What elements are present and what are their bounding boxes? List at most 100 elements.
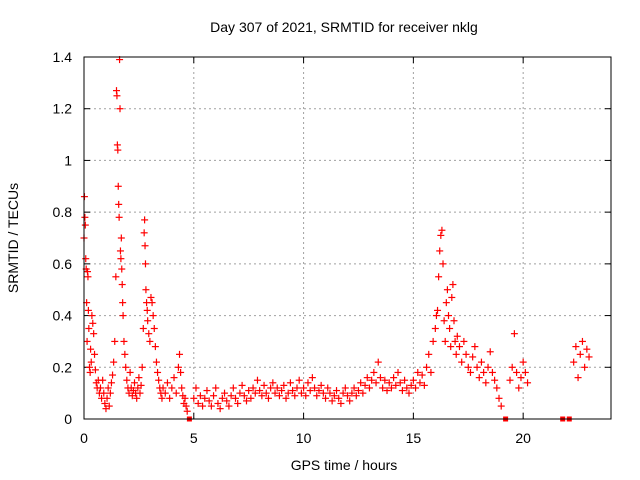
data-point bbox=[297, 389, 305, 397]
data-point bbox=[466, 368, 474, 376]
data-point bbox=[152, 358, 160, 366]
data-point bbox=[147, 293, 155, 301]
data-point bbox=[84, 306, 92, 314]
data-point bbox=[337, 399, 345, 407]
data-point bbox=[183, 407, 191, 415]
data-point bbox=[453, 332, 461, 340]
data-point bbox=[311, 384, 319, 392]
data-point bbox=[275, 392, 283, 400]
data-point bbox=[182, 402, 190, 410]
data-point bbox=[96, 384, 104, 392]
data-point bbox=[221, 389, 229, 397]
data-point bbox=[151, 343, 159, 351]
data-point bbox=[403, 384, 411, 392]
data-point bbox=[126, 368, 134, 376]
data-point bbox=[83, 337, 91, 345]
data-point bbox=[223, 397, 231, 405]
data-point bbox=[141, 216, 149, 224]
data-point bbox=[293, 384, 301, 392]
data-point bbox=[335, 394, 343, 402]
data-point bbox=[119, 312, 127, 320]
data-point bbox=[137, 381, 145, 389]
y-tick-label: 0.6 bbox=[53, 256, 73, 272]
data-point bbox=[326, 389, 334, 397]
data-point bbox=[438, 226, 446, 234]
data-point bbox=[484, 363, 492, 371]
data-point bbox=[138, 363, 146, 371]
data-point bbox=[154, 368, 162, 376]
data-point bbox=[435, 273, 443, 281]
data-point bbox=[341, 384, 349, 392]
data-point bbox=[513, 368, 521, 376]
y-tick-label: 1.2 bbox=[53, 101, 73, 117]
data-point bbox=[118, 265, 126, 273]
x-tick-label: 15 bbox=[406, 430, 422, 446]
data-point bbox=[123, 376, 131, 384]
data-point bbox=[330, 392, 338, 400]
data-point bbox=[234, 399, 242, 407]
data-point bbox=[196, 392, 204, 400]
data-point bbox=[469, 353, 477, 361]
data-point bbox=[260, 381, 268, 389]
data-point bbox=[117, 255, 125, 263]
data-point bbox=[581, 363, 589, 371]
data-point bbox=[405, 389, 413, 397]
data-point bbox=[84, 273, 92, 281]
data-point bbox=[450, 317, 458, 325]
data-point bbox=[401, 376, 409, 384]
data-point bbox=[172, 389, 180, 397]
data-point bbox=[359, 389, 367, 397]
data-point bbox=[135, 374, 143, 382]
data-point bbox=[385, 379, 393, 387]
data-point bbox=[574, 374, 582, 382]
data-point bbox=[583, 345, 591, 353]
data-point bbox=[115, 213, 123, 221]
data-point bbox=[174, 363, 182, 371]
data-point bbox=[339, 389, 347, 397]
data-point bbox=[178, 384, 186, 392]
data-point bbox=[158, 394, 166, 402]
data-point bbox=[111, 337, 119, 345]
data-point bbox=[495, 394, 503, 402]
data-point bbox=[218, 394, 226, 402]
data-point bbox=[488, 368, 496, 376]
data-point bbox=[245, 387, 253, 395]
data-point bbox=[508, 363, 516, 371]
data-point bbox=[258, 392, 266, 400]
data-point bbox=[578, 337, 586, 345]
data-point bbox=[116, 247, 124, 255]
data-point bbox=[232, 394, 240, 402]
data-point bbox=[143, 306, 151, 314]
data-point bbox=[449, 281, 457, 289]
data-point bbox=[473, 363, 481, 371]
data-point bbox=[346, 397, 354, 405]
data-point bbox=[122, 363, 130, 371]
data-point bbox=[170, 374, 178, 382]
data-point bbox=[460, 337, 468, 345]
data-point bbox=[136, 389, 144, 397]
data-point bbox=[409, 376, 417, 384]
data-point bbox=[116, 105, 124, 113]
data-point bbox=[280, 381, 288, 389]
data-point bbox=[370, 368, 378, 376]
data-point bbox=[88, 312, 96, 320]
data-point bbox=[328, 397, 336, 405]
data-point bbox=[300, 384, 308, 392]
data-point bbox=[107, 379, 115, 387]
data-point bbox=[141, 260, 149, 268]
data-point bbox=[256, 387, 264, 395]
y-tick-label: 0.4 bbox=[53, 308, 73, 324]
data-point bbox=[423, 363, 431, 371]
data-point bbox=[493, 384, 501, 392]
data-point bbox=[114, 182, 122, 190]
data-point bbox=[199, 402, 207, 410]
data-point bbox=[333, 387, 341, 395]
data-point bbox=[390, 374, 398, 382]
data-point bbox=[521, 368, 529, 376]
data-point bbox=[451, 337, 459, 345]
data-point bbox=[452, 350, 460, 358]
data-point bbox=[110, 358, 118, 366]
data-point bbox=[491, 376, 499, 384]
data-point bbox=[225, 402, 233, 410]
